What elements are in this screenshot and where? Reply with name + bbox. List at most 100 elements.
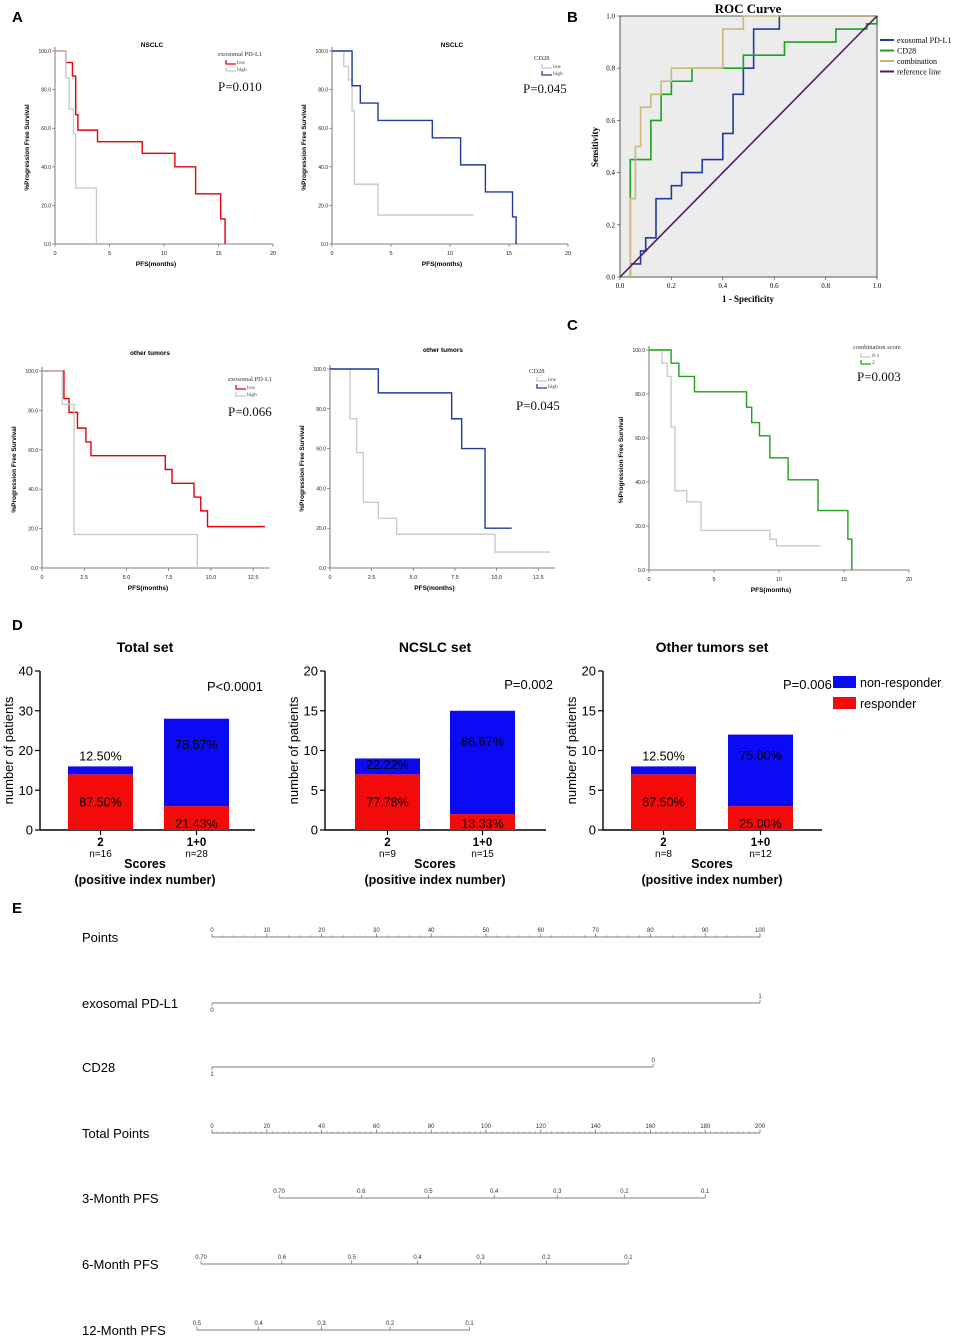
svg-text:D: D bbox=[12, 617, 23, 634]
legend-label: responder bbox=[860, 697, 916, 711]
y-tick-label: 80.0 bbox=[28, 408, 38, 414]
x-tick-label: 5.0 bbox=[123, 575, 131, 581]
y-tick-label: 60.0 bbox=[41, 126, 51, 132]
bar-non-responder bbox=[164, 718, 229, 807]
y-tick-label: 10 bbox=[582, 743, 596, 758]
x-tick-label: 2 bbox=[384, 837, 390, 849]
p-value: P=0.003 bbox=[857, 369, 901, 384]
x-tick-label: 1+0 bbox=[473, 837, 493, 849]
data-label-responder: 87.50% bbox=[642, 796, 684, 810]
p-value: P=0.002 bbox=[504, 677, 553, 692]
y-tick-label: 60.0 bbox=[635, 436, 645, 442]
tick-label: 0 bbox=[210, 1008, 214, 1014]
tick-label: 50 bbox=[483, 928, 490, 934]
x-tick-label: 15 bbox=[506, 251, 512, 257]
y-axis-label: number of patients bbox=[1, 696, 16, 804]
y-tick-label: 0 bbox=[589, 823, 596, 838]
y-tick-label: 15 bbox=[582, 703, 596, 718]
x-tick-label: 5 bbox=[389, 251, 392, 257]
x-tick-label: 1+0 bbox=[187, 837, 207, 849]
tick-label: 0.6 bbox=[357, 1189, 366, 1195]
legend-label: reference line bbox=[897, 68, 941, 77]
x-tick-label: 0 bbox=[330, 251, 333, 257]
series-line-high bbox=[42, 370, 199, 568]
legend-label: low bbox=[548, 377, 556, 383]
y-tick-label: 0.0 bbox=[321, 242, 328, 248]
x-tick-label: 2 bbox=[97, 837, 103, 849]
bar-responder bbox=[450, 814, 515, 830]
x-axis-label: Scores bbox=[414, 857, 456, 871]
tick-label: 0 bbox=[210, 928, 214, 934]
x-tick-label: 5.0 bbox=[410, 575, 418, 581]
legend-label: low bbox=[247, 385, 255, 391]
legend-swatch bbox=[536, 384, 547, 389]
tick-label: 0.70 bbox=[273, 1189, 285, 1195]
y-axis-label: %Progression Free Survival bbox=[301, 104, 308, 191]
bar-responder bbox=[164, 806, 229, 830]
tick-label: 0.1 bbox=[624, 1255, 633, 1261]
y-tick-label: 60.0 bbox=[316, 447, 326, 453]
tick-label: 140 bbox=[591, 1124, 602, 1130]
x-tick-label: 0.2 bbox=[667, 282, 676, 290]
y-tick-label: 5 bbox=[589, 783, 596, 798]
tick-label: 10 bbox=[263, 928, 270, 934]
legend-swatch bbox=[536, 377, 547, 382]
row-label: 12-Month PFS bbox=[82, 1323, 166, 1338]
x-tick-label: 15 bbox=[841, 577, 847, 583]
y-tick-label: 0.0 bbox=[638, 568, 645, 574]
y-axis-label: %Progression Free Survival bbox=[618, 417, 625, 504]
data-label-non-responder: 22.22% bbox=[366, 758, 408, 772]
legend-label: combination bbox=[897, 57, 937, 66]
tick-label: 0.6 bbox=[278, 1255, 287, 1261]
row-label: exosomal PD-L1 bbox=[82, 996, 178, 1011]
legend-title: CD28 bbox=[529, 368, 545, 375]
legend-swatch bbox=[541, 64, 552, 69]
legend-swatch bbox=[225, 67, 236, 72]
legend-label: low bbox=[553, 64, 561, 70]
legend-label: non-responder bbox=[860, 676, 941, 690]
bar-non-responder bbox=[355, 758, 420, 775]
x-axis-label: PFS(months) bbox=[422, 261, 462, 268]
data-label-non-responder: 12.50% bbox=[79, 749, 121, 763]
tick-label: 80 bbox=[647, 928, 654, 934]
tick-label: 120 bbox=[536, 1124, 547, 1130]
tick-label: 0 bbox=[210, 1124, 214, 1130]
chart-title: NSCLC bbox=[441, 42, 464, 49]
svg-text:E: E bbox=[12, 900, 22, 917]
x-tick-label: 0 bbox=[53, 251, 56, 257]
x-axis-label: PFS(months) bbox=[751, 587, 791, 594]
tick-label: 0.2 bbox=[386, 1321, 395, 1327]
x-tick-label: 10 bbox=[447, 251, 453, 257]
x-tick-label: 2.5 bbox=[368, 575, 376, 581]
legend-label: 2 bbox=[872, 360, 875, 366]
tick-label: 180 bbox=[700, 1124, 711, 1130]
x-axis-label: 1 - Specificity bbox=[722, 294, 774, 304]
y-tick-label: 10 bbox=[19, 783, 33, 798]
y-axis-label: %Progression Free Survival bbox=[24, 104, 31, 191]
tick-label: 20 bbox=[318, 928, 325, 934]
y-tick-label: 5 bbox=[311, 783, 318, 798]
x-tick-label: 5 bbox=[108, 251, 111, 257]
bar-non-responder bbox=[728, 734, 793, 807]
x-tick-label: 10 bbox=[776, 577, 782, 583]
data-label-non-responder: 86.67% bbox=[461, 735, 503, 749]
y-tick-label: 0.0 bbox=[606, 274, 615, 282]
y-tick-label: 40.0 bbox=[41, 165, 51, 171]
data-label-non-responder: 75.00% bbox=[739, 749, 781, 763]
y-tick-label: 0.0 bbox=[44, 242, 51, 248]
tick-label: 100 bbox=[481, 1124, 492, 1130]
y-tick-label: 20 bbox=[19, 743, 33, 758]
x-tick-label: 2.5 bbox=[80, 575, 88, 581]
km-plot-km3: 0.0 20.0 40.0 60.0 80.0 100.0 0 2.5 5.0 7.5 10.0 12… bbox=[11, 350, 272, 592]
legend-label: exosomal PD-L1 bbox=[897, 36, 951, 45]
svg-text:B: B bbox=[567, 9, 578, 26]
chart-title: other tumors bbox=[130, 350, 170, 357]
row-label: CD28 bbox=[82, 1060, 115, 1075]
y-tick-label: 1.0 bbox=[606, 13, 615, 21]
km-plot-kmC: 0.0 20.0 40.0 60.0 80.0 100.0 0 5 10 15 20 PFS(mont… bbox=[618, 344, 912, 594]
x-tick-label: 0.6 bbox=[770, 282, 779, 290]
bar-chart-barTotal: 0 10 20 30 40 Total set number of patients Scor… bbox=[1, 639, 263, 887]
series-line-high bbox=[330, 368, 512, 529]
series-line-low bbox=[42, 370, 265, 528]
